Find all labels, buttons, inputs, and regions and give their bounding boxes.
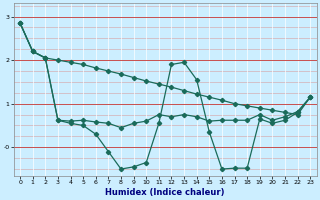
- X-axis label: Humidex (Indice chaleur): Humidex (Indice chaleur): [105, 188, 225, 197]
